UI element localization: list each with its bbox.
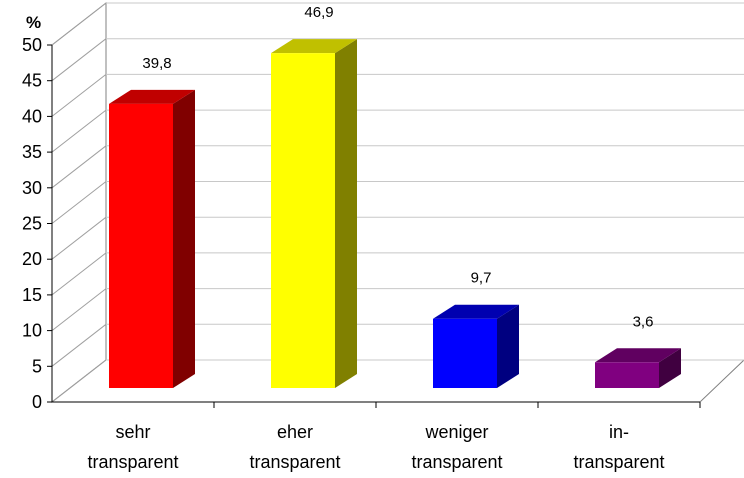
bar-top [109, 89, 195, 104]
bar-side [659, 348, 681, 388]
y-tick-label: 40 [22, 106, 42, 126]
y-tick-labels: 0 5 10 15 20 25 30 35 40 45 50 [22, 35, 42, 412]
y-tick-label: 0 [32, 392, 42, 412]
category-label: weniger [424, 422, 488, 442]
data-label: 39,8 [142, 55, 171, 72]
category-label: transparent [249, 452, 340, 472]
bar-side [497, 304, 519, 388]
gridline-depth [51, 2, 107, 46]
gridline-depth [51, 359, 107, 403]
bar-front [271, 53, 335, 388]
data-label: 3,6 [633, 313, 654, 330]
bar [433, 304, 519, 388]
bar-front [595, 362, 659, 388]
bar-side [335, 39, 357, 388]
category-labels: sehr transparent eher transparent weniger tra… [87, 422, 664, 472]
gridline-depth [51, 216, 107, 260]
gridline-depth [51, 145, 107, 189]
category-label: transparent [411, 452, 502, 472]
bar [271, 39, 357, 388]
gridline-depth [51, 38, 107, 82]
category-label: transparent [573, 452, 664, 472]
category-label: in- [609, 422, 629, 442]
data-labels: 39,8 46,9 9,7 3,6 [142, 4, 653, 330]
bar-top [271, 39, 357, 54]
y-tick-label: 30 [22, 178, 42, 198]
category-label: eher [277, 422, 313, 442]
gridline-depth [51, 288, 107, 331]
bar [109, 89, 195, 388]
gridline-depth [51, 252, 107, 296]
gridline-depth [51, 74, 107, 117]
y-unit-label: % [26, 13, 41, 32]
bar-front [109, 103, 173, 388]
y-tick-label: 15 [22, 285, 42, 305]
axes [47, 44, 701, 408]
y-tick-label: 25 [22, 214, 42, 234]
gridline-depth [51, 323, 107, 367]
bar-side [173, 89, 195, 388]
bar [595, 348, 681, 388]
y-tick-label: 50 [22, 35, 42, 55]
y-tick-label: 45 [22, 71, 42, 91]
gridlines [51, 2, 744, 403]
bar-top [595, 348, 681, 363]
y-tick-label: 35 [22, 142, 42, 162]
y-tick-label: 5 [32, 356, 42, 376]
category-label: transparent [87, 452, 178, 472]
y-tick-label: 10 [22, 321, 42, 341]
gridline-depth [51, 181, 107, 224]
y-tick-label: 20 [22, 249, 42, 269]
gridline-depth [51, 109, 107, 153]
category-label: sehr [115, 422, 150, 442]
bar-top [433, 304, 519, 319]
bars [109, 39, 681, 388]
data-label: 9,7 [471, 270, 492, 287]
data-label: 46,9 [304, 4, 333, 21]
bar-front [433, 318, 497, 388]
